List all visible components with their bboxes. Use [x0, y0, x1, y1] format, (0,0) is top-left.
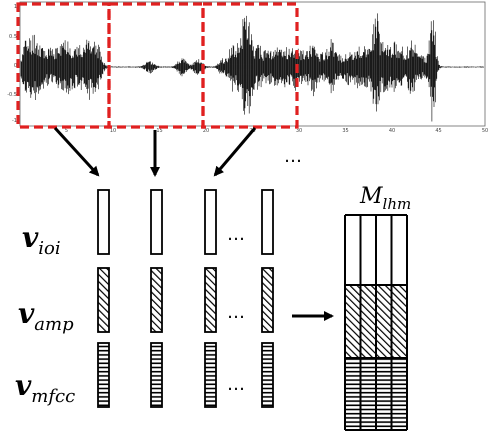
feature-subscript: ioi: [38, 238, 60, 259]
feature-matrix: [344, 214, 408, 431]
feature-subscript: amp: [34, 314, 74, 335]
vector-ioi-col-3: [204, 189, 217, 255]
windows-ellipsis: …: [284, 146, 302, 167]
feature-symbol: v: [18, 297, 35, 330]
arrow-window-3: [213, 127, 257, 177]
y-tick-label: -1: [12, 118, 17, 124]
y-tick-labels: 1 0.5 0 -0.5 -1: [7, 4, 17, 124]
vector-mfcc-col-1: [97, 342, 110, 408]
audio-waveform: [20, 13, 484, 122]
x-tick-label: 30: [296, 128, 302, 134]
feature-symbol: v: [22, 221, 39, 254]
vector-amp-col-3: [204, 267, 217, 333]
y-tick-label: 0: [14, 63, 17, 69]
vector-mfcc-col-4: [261, 342, 274, 408]
mfcc-row-ellipsis: …: [227, 374, 245, 395]
vector-amp-col-2: [150, 267, 163, 333]
feature-vector-columns: [97, 189, 274, 408]
feature-label-amp: vamp: [18, 297, 74, 335]
feature-label-mfcc: vmfcc: [15, 369, 75, 407]
ioi-row-ellipsis: …: [227, 224, 245, 245]
x-tick-label: 35: [342, 128, 348, 134]
matrix-symbol: M: [359, 184, 383, 209]
x-tick-label: 40: [389, 128, 395, 134]
vector-ioi-col-2: [150, 189, 163, 255]
vector-ioi-col-1: [97, 189, 110, 255]
matrix-label: Mlhm: [359, 184, 411, 213]
y-tick-label: 1: [14, 4, 17, 10]
feature-subscript: mfcc: [31, 386, 75, 407]
x-tick-label: 15: [156, 128, 162, 134]
matrix-subscript: lhm: [383, 195, 412, 213]
vector-amp-col-1: [97, 267, 110, 333]
svg-text:Mlhm: Mlhm: [359, 184, 411, 213]
svg-text:vamp: vamp: [18, 297, 74, 335]
amp-row-ellipsis: …: [227, 302, 245, 323]
svg-text:vmfcc: vmfcc: [15, 369, 75, 407]
y-tick-label: 0.5: [9, 34, 17, 40]
analysis-window-1: [16, 2, 111, 129]
arrow-window-1: [53, 126, 100, 177]
svg-text:vioi: vioi: [22, 221, 61, 259]
x-tick-label: 45: [435, 128, 441, 134]
vector-mfcc-col-3: [204, 342, 217, 408]
vector-ioi-col-4: [261, 189, 274, 255]
analysis-window-3: [201, 2, 299, 129]
waveform-plot: 5101520253035404550 10.50-0.5-1: [7, 1, 488, 134]
x-tick-labels: 5101520253035404550: [65, 128, 488, 134]
y-tick-label: -0.5: [7, 92, 17, 98]
x-tick-label: 5: [65, 128, 68, 134]
vector-amp-col-4: [261, 267, 274, 333]
feature-symbol: v: [15, 369, 32, 402]
window-arrows: [53, 126, 257, 177]
x-tick-label: 20: [203, 128, 209, 134]
x-tick-label: 10: [110, 128, 116, 134]
feature-label-ioi: vioi: [22, 221, 61, 259]
analysis-windows: [16, 2, 299, 129]
vector-mfcc-col-2: [150, 342, 163, 408]
x-tick-label: 50: [482, 128, 488, 134]
